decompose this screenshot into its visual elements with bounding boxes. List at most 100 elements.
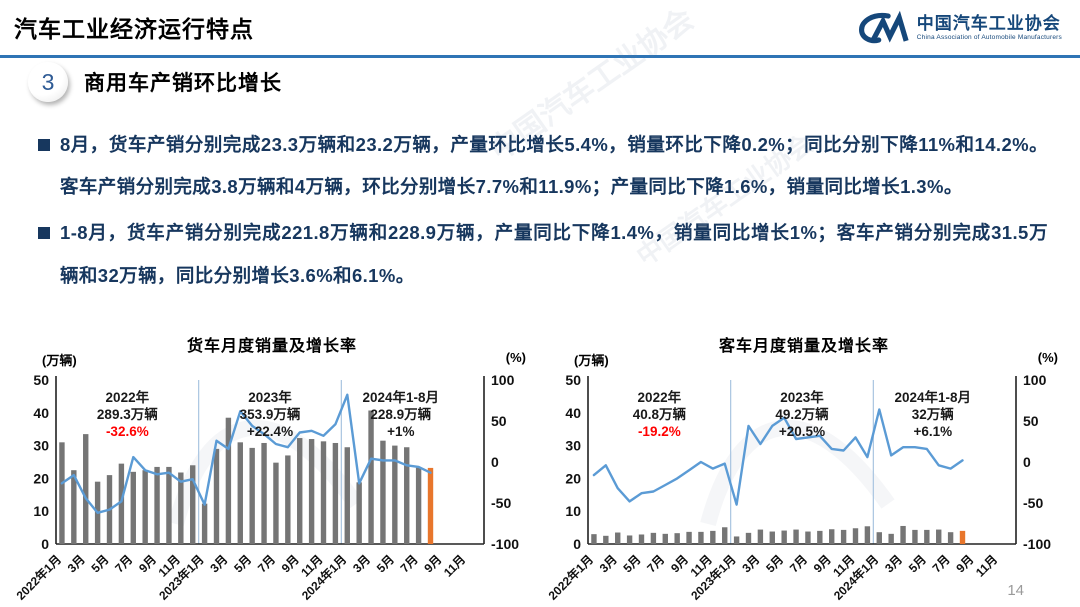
chart-title: 货车月度销量及增长率 [186,338,357,355]
sales-bar [404,447,410,544]
sales-bar [213,448,220,544]
x-axis-tick: 9月 [136,552,159,575]
right-axis-tick: 50 [491,413,507,429]
right-axis-unit: (%) [1037,350,1058,365]
left-axis-tick: 20 [565,470,581,486]
right-axis-tick: 100 [491,372,515,388]
sales-bar [249,447,255,544]
page-title: 汽车工业经济运行特点 [14,16,254,42]
bars-group [59,410,434,544]
sales-bar [876,532,882,544]
cam-logo: 中国汽车工业协会 China Association of Automobile… [857,10,1062,46]
x-axis-tick: 2022年1月 [16,552,64,602]
sales-bar [840,529,847,544]
sales-bar [615,532,621,544]
sales-bar [817,530,823,544]
truck-sales-chart: 货车月度销量及增长率 (万辆) (%) 0 10 20 30 40 50 -100 -50 0 5… [16,330,528,602]
right-axis-tick: 100 [1023,372,1047,388]
annotation-text: 32万辆 [912,406,955,422]
bullet-list: 8月，货车产销分别完成23.3万辆和23.2万辆，产量环比增长5.4%，销量环比… [38,124,1048,301]
bullet-square-icon [38,227,50,240]
x-axis-tick: 3月 [350,552,373,575]
left-axis-tick: 40 [565,405,581,421]
left-axis-tick: 50 [565,372,581,388]
left-axis-unit: (万辆) [42,353,77,368]
sales-bar [793,529,799,544]
sales-bar [864,526,871,544]
annotation-text: 353.9万辆 [240,406,301,422]
sales-bar [781,530,787,544]
x-axis-tick: 9月 [811,552,834,575]
annotation-text: 289.3万辆 [97,406,158,422]
sales-bar [297,438,303,544]
annotation-text: +20.5% [779,424,825,439]
sales-bar [130,471,136,544]
right-axis-tick: 50 [1023,413,1039,429]
section-number-badge: 3 [28,62,68,102]
x-axis-tick: 7月 [787,552,810,575]
x-axis-tick: 3月 [882,552,905,575]
right-axis-tick: 0 [491,454,499,470]
sales-bar [166,466,172,544]
annotation-text: +6.1% [913,424,952,439]
right-axis-tick: -50 [1023,495,1043,511]
x-axis-tick: 9月 [953,552,976,575]
annotation-text: 2023年 [248,389,292,405]
right-axis-tick: 0 [1023,454,1031,470]
header-rule [0,55,1080,58]
x-axis-tick: 2022年1月 [548,552,596,602]
sales-bar [225,417,232,544]
annotation-text: 2024年1-8月 [363,389,440,405]
sales-bar [686,531,692,544]
left-axis-tick: 0 [41,536,49,552]
x-axis-tick: 3月 [65,552,88,575]
sales-bar [261,442,267,544]
x-axis-tick: 7月 [398,552,421,575]
sales-bar [118,463,125,544]
sales-bar [638,534,645,544]
annotation-text: +1% [387,424,414,439]
cam-monogram-icon [858,10,909,44]
x-axis-tick: 11月 [973,552,1000,579]
sales-bar [415,467,422,544]
sales-bar [757,529,764,544]
sales-bar [769,531,775,544]
chart-title: 客车月度销量及增长率 [718,338,889,355]
page-number: 14 [1007,582,1024,599]
sales-bar [190,465,196,544]
x-axis-tick: 9月 [668,552,691,575]
sales-bar [745,532,752,544]
sales-bar [142,470,148,544]
x-axis-tick: 3月 [207,552,230,575]
left-axis-tick: 0 [573,536,581,552]
sales-bar [936,529,942,544]
annotation-text: -32.6% [106,424,149,439]
section-header: 3 商用车产销环比增长 [28,62,282,102]
x-axis-tick: 5月 [89,552,112,575]
bars-group [591,525,966,544]
x-axis-tick: 3月 [739,552,762,575]
sales-bar [356,482,362,544]
sales-bar [285,455,291,544]
left-axis-tick: 10 [565,503,581,519]
bus-sales-chart: 客车月度销量及增长率 (万辆) (%) 0 10 20 30 40 50 -100 -50 0 5… [548,330,1060,602]
sales-bar [344,447,350,544]
sales-bar [83,434,89,544]
annotation-text: 2022年 [106,389,150,405]
sales-bar [603,535,609,544]
sales-bar [852,528,859,544]
logo-name-en: China Association of Automobile Manufact… [916,33,1062,41]
sales-bar [380,440,386,544]
sales-bar [59,442,65,544]
watermark-cm-icon [700,419,895,527]
sales-bar [392,445,398,544]
sales-bar [201,503,208,544]
sales-bar [237,442,243,544]
x-axis-tick: 9月 [279,552,302,575]
right-axis-tick: -50 [491,495,511,511]
left-axis-tick: 30 [33,438,49,454]
sales-bar [626,535,633,544]
x-axis-tick: 3月 [597,552,620,575]
